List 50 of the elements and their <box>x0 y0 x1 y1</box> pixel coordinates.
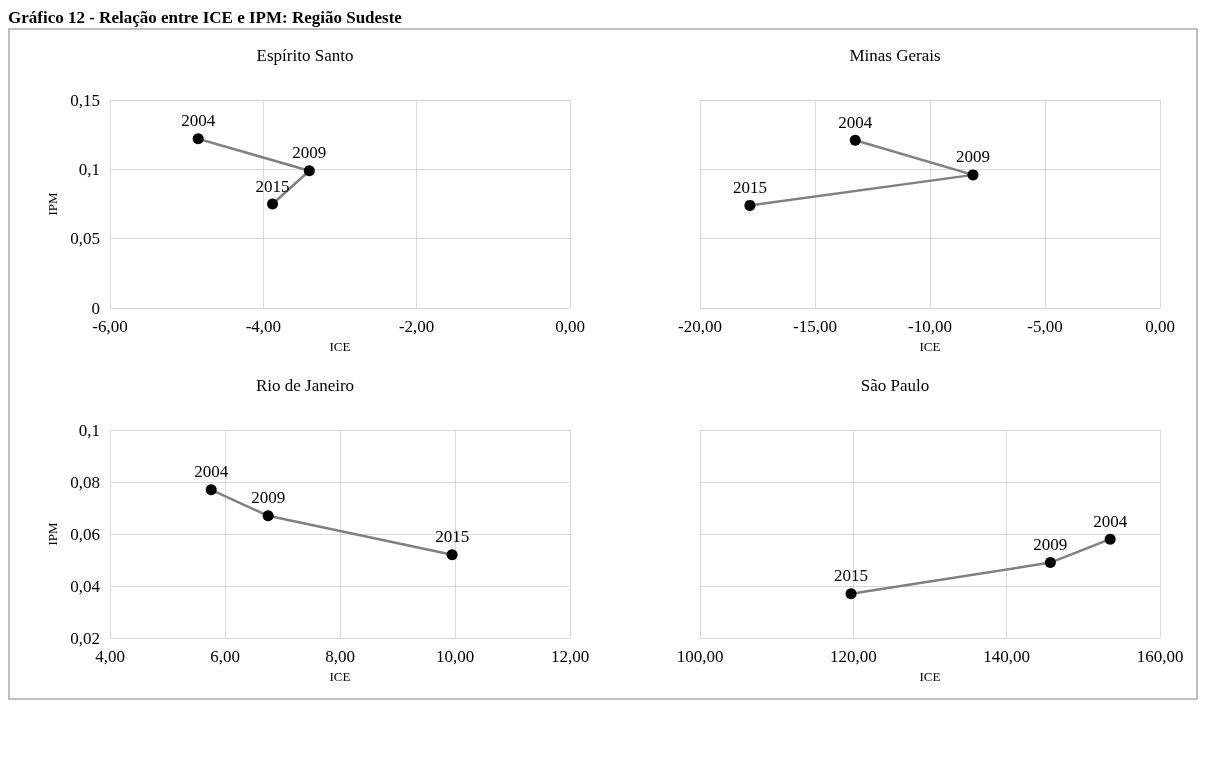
x-axis-title: ICE <box>919 338 941 354</box>
x-tick-label: 160,00 <box>1136 647 1184 666</box>
chart-title: Espírito Santo <box>256 46 354 65</box>
annotation: 2004 <box>194 462 229 482</box>
annotation: 2015 <box>255 176 290 196</box>
x-axis-title: ICE <box>919 668 941 684</box>
x-tick-label: 0,00 <box>1145 317 1175 336</box>
x-tick-label: 6,00 <box>210 647 240 666</box>
x-tick-label: 100,00 <box>676 647 724 666</box>
annotation: 2015 <box>834 566 869 586</box>
y-tick-label: 0,1 <box>78 420 100 440</box>
x-axis-title: ICE <box>329 668 351 684</box>
annotation: 2004 <box>838 112 873 132</box>
y-axis-title: IPM <box>45 522 61 546</box>
x-tick-label: -2,00 <box>398 317 435 336</box>
x-tick-label: -4,00 <box>245 317 282 336</box>
y-tick-label: 0,06 <box>70 524 100 544</box>
annotation: 2009 <box>292 143 327 163</box>
x-tick-label: 4,00 <box>95 647 125 666</box>
y-tick-label: 0,15 <box>70 90 100 110</box>
x-tick-label: -20,00 <box>678 317 722 336</box>
y-tick-label: 0,08 <box>70 472 100 492</box>
chart-title: São Paulo <box>860 376 930 395</box>
y-tick-label: 0,04 <box>70 576 101 596</box>
y-tick-label: 0 <box>91 298 100 318</box>
x-tick-label: 8,00 <box>325 647 355 666</box>
y-tick-label: 0,05 <box>70 229 100 249</box>
y-tick-label: 0,02 <box>70 628 100 648</box>
chart-title: Minas Gerais <box>849 46 941 65</box>
x-axis-title: ICE <box>329 338 351 354</box>
annotation: 2004 <box>181 111 216 131</box>
text: Gráfico 12 - Relação entre ICE e IPM: Região Sudeste <box>8 8 403 28</box>
y-axis-title: IPM <box>45 192 61 216</box>
annotation: 2009 <box>251 488 286 508</box>
annotation: 2015 <box>435 527 470 547</box>
annotation: 2004 <box>1093 511 1128 531</box>
y-tick-label: 0,1 <box>78 159 100 179</box>
x-tick-label: 0,00 <box>555 317 585 336</box>
x-tick-label: 140,00 <box>983 647 1031 666</box>
annotation: 2015 <box>732 177 767 197</box>
annotation: 2009 <box>1033 535 1068 555</box>
x-tick-label: -10,00 <box>908 317 952 336</box>
x-tick-label: 10,00 <box>435 647 475 666</box>
x-tick-label: -15,00 <box>793 317 837 336</box>
x-tick-label: 120,00 <box>829 647 877 666</box>
x-tick-label: -5,00 <box>1027 317 1063 336</box>
chart-title: Rio de Janeiro <box>255 376 355 395</box>
annotation: 2009 <box>956 147 991 167</box>
x-tick-label: -6,00 <box>92 317 128 336</box>
x-tick-label: 12,00 <box>550 647 590 666</box>
